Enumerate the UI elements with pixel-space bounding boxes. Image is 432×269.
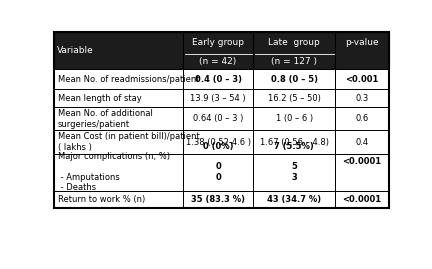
Text: Mean Cost (in patient bill)/patient
( lakhs ): Mean Cost (in patient bill)/patient ( la…	[58, 132, 200, 152]
Bar	[253, 107, 335, 130]
Bar	[54, 130, 183, 154]
Bar	[335, 130, 389, 154]
Bar	[335, 69, 389, 90]
Text: Mean length of stay: Mean length of stay	[58, 94, 142, 103]
Text: 0.8 (0 – 5): 0.8 (0 – 5)	[271, 75, 318, 84]
Bar	[335, 107, 389, 130]
Bar	[183, 90, 253, 107]
Text: 0.64 (0 – 3 ): 0.64 (0 – 3 )	[193, 114, 243, 123]
Text: 1.38 (0.52-4.6 ): 1.38 (0.52-4.6 )	[186, 137, 251, 147]
Bar	[183, 130, 253, 154]
Bar	[54, 32, 389, 208]
Bar	[335, 32, 389, 69]
Bar	[54, 32, 183, 69]
Text: 13.9 (3 – 54 ): 13.9 (3 – 54 )	[190, 94, 246, 103]
Bar	[253, 190, 335, 208]
Text: Major complications (n, %)

 - Amputations
 - Deaths: Major complications (n, %) - Amputations…	[58, 152, 170, 192]
Bar	[335, 190, 389, 208]
Text: 16.2 (5 – 50): 16.2 (5 – 50)	[268, 94, 321, 103]
Text: 43 (34.7 %): 43 (34.7 %)	[267, 195, 321, 204]
Text: <0.001: <0.001	[345, 75, 379, 84]
Bar	[183, 69, 253, 90]
Bar	[253, 32, 335, 69]
Bar	[335, 90, 389, 107]
Text: Late  group: Late group	[268, 38, 320, 47]
Bar	[54, 90, 183, 107]
Text: (n = 127 ): (n = 127 )	[271, 57, 317, 66]
Bar	[253, 69, 335, 90]
Bar	[183, 107, 253, 130]
Text: <0.0001: <0.0001	[343, 195, 381, 204]
Text: 0.4 (0 – 3): 0.4 (0 – 3)	[194, 75, 241, 84]
Text: Early group: Early group	[192, 38, 244, 47]
Text: Return to work % (n): Return to work % (n)	[58, 195, 145, 204]
Text: <0.0001: <0.0001	[343, 157, 381, 166]
Text: p-value: p-value	[345, 38, 379, 47]
Text: 0.3: 0.3	[356, 94, 368, 103]
Bar	[54, 107, 183, 130]
Text: 7 (5.5%)

5
3: 7 (5.5%) 5 3	[274, 142, 314, 182]
Bar	[183, 32, 253, 69]
Text: 0 (0%)

0
0: 0 (0%) 0 0	[203, 142, 233, 182]
Text: Mean No. of additional
surgeries/patient: Mean No. of additional surgeries/patient	[58, 109, 153, 129]
Bar	[183, 154, 253, 190]
Text: Variable: Variable	[57, 46, 94, 55]
Text: (n = 42): (n = 42)	[200, 57, 237, 66]
Text: 1 (0 – 6 ): 1 (0 – 6 )	[276, 114, 313, 123]
Bar	[54, 190, 183, 208]
Bar	[253, 154, 335, 190]
Text: 0.4: 0.4	[356, 137, 368, 147]
Bar	[54, 154, 183, 190]
Bar	[54, 69, 183, 90]
Bar	[183, 190, 253, 208]
Text: 0.6: 0.6	[356, 114, 368, 123]
Text: Mean No. of readmissions/patient: Mean No. of readmissions/patient	[58, 75, 200, 84]
Bar	[253, 130, 335, 154]
Bar	[335, 154, 389, 190]
Bar	[253, 90, 335, 107]
Text: 1.67 (0.56 – 4.8): 1.67 (0.56 – 4.8)	[260, 137, 329, 147]
Text: 35 (83.3 %): 35 (83.3 %)	[191, 195, 245, 204]
